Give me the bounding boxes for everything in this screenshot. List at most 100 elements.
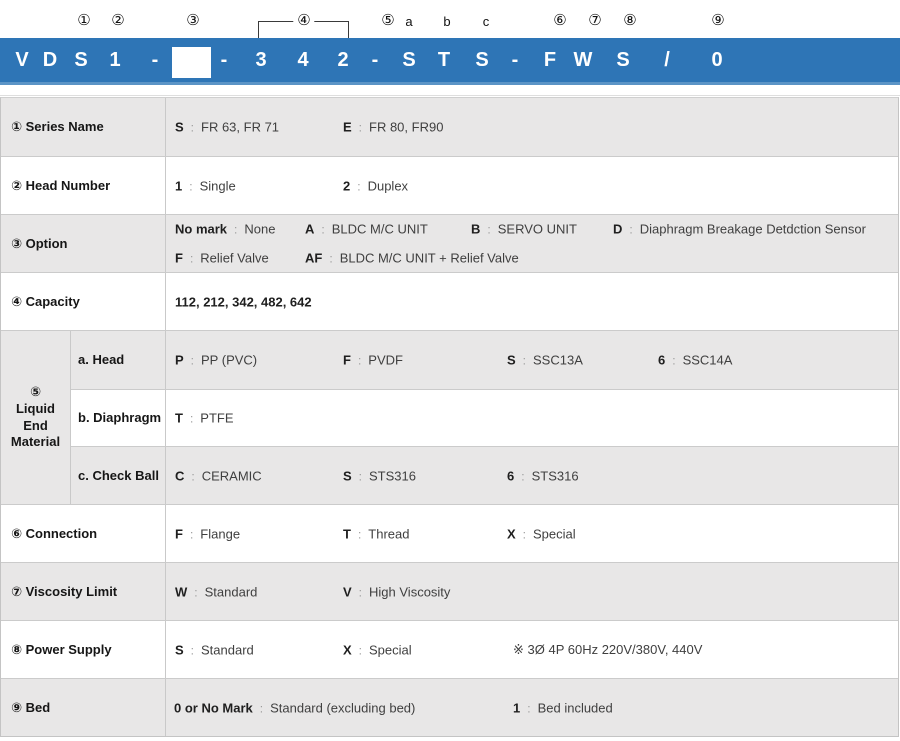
row-values: F: Flange T: Thread X: Special	[166, 505, 898, 562]
separator: :	[358, 585, 363, 599]
legend-item: T: PTFE	[175, 410, 234, 425]
code-meaning: Relief Valve	[200, 250, 269, 266]
legend-item: 1: Single	[175, 178, 236, 193]
separator: :	[194, 585, 198, 599]
separator: :	[358, 120, 363, 135]
legend-item: 6: STS316	[507, 468, 579, 483]
code-char: -	[151, 49, 159, 71]
separator: :	[189, 179, 193, 193]
model-code-bar: V D S 1 - - 3 4 2 - S T S - F W S / 0	[0, 38, 900, 85]
code-key: X	[507, 526, 516, 541]
row-values: S: Standard X: Special ※ 3Ø 4P 60Hz 220V/3…	[166, 621, 898, 678]
code-key: T	[175, 410, 183, 426]
capacity-bracket-left-tick	[258, 21, 259, 38]
legend-item: P: PP (PVC)	[175, 352, 257, 367]
row-label: ⑨ Bed	[1, 679, 166, 736]
code-char: 1	[109, 49, 121, 71]
code-char: S	[402, 49, 416, 71]
code-char: S	[74, 49, 88, 71]
code-key: 6	[658, 352, 666, 368]
separator: :	[189, 527, 194, 541]
code-key: AF	[305, 250, 323, 266]
separator: :	[672, 353, 676, 368]
row-values: 1: Single 2: Duplex	[166, 157, 898, 214]
code-char: S	[616, 49, 630, 71]
code-key: T	[343, 526, 351, 541]
marker-5: ⑤	[381, 12, 395, 29]
legend-item: 1: Bed included	[513, 700, 613, 715]
code-char: V	[15, 49, 29, 71]
divider-line	[0, 95, 900, 96]
group-label: ⑤ Liquid End Material	[1, 331, 71, 504]
power-supply-note: ※ 3Ø 4P 60Hz 220V/380V, 440V	[513, 641, 703, 657]
code-char: W	[573, 49, 593, 71]
code-char: /	[664, 49, 670, 71]
code-key: F	[175, 526, 183, 541]
capacity-values: 112, 212, 342, 482, 642	[175, 294, 312, 309]
code-meaning: Standard	[204, 584, 258, 599]
legend-item: T: Thread	[343, 526, 410, 541]
code-meaning: SERVO UNIT	[497, 221, 577, 237]
code-char: -	[511, 49, 519, 71]
option-lines: No mark: None A: BLDC M/C UNIT B: SERVO UNI…	[166, 215, 898, 272]
code-key: 1	[175, 178, 183, 193]
separator: :	[190, 120, 195, 135]
marker-8: ⑧	[623, 12, 637, 29]
separator: :	[487, 222, 491, 237]
subrow-label: a. Head	[71, 331, 166, 389]
code-meaning: PVDF	[368, 352, 403, 368]
code-meaning: Duplex	[367, 178, 409, 193]
subrow-diaphragm: b. Diaphragm T: PTFE	[71, 388, 898, 447]
row-option: ③ Option No mark: None A: BLDC M/C UNIT B:…	[1, 214, 898, 272]
marker-9: ⑨	[711, 12, 725, 29]
code-meaning: STS316	[531, 468, 579, 484]
separator: :	[357, 353, 362, 368]
group-subrows: a. Head P: PP (PVC) F: PVDF S: SSC13A 6: SSC…	[71, 331, 898, 504]
marker-c: c	[482, 14, 490, 29]
code-key: A	[305, 221, 315, 237]
option-blank-slot	[172, 47, 211, 78]
legend-item: AF: BLDC M/C UNIT + Relief Valve	[305, 250, 519, 265]
code-meaning: Single	[199, 178, 236, 193]
legend-item: V: High Viscosity	[343, 584, 450, 599]
legend-item: C: CERAMIC	[175, 468, 262, 483]
separator: :	[357, 527, 362, 541]
code-key: S	[175, 119, 184, 135]
marker-4: ④	[293, 12, 315, 29]
code-key: V	[343, 584, 352, 599]
subrow-head: a. Head P: PP (PVC) F: PVDF S: SSC13A 6: SSC…	[71, 331, 898, 389]
subrow-values: C: CERAMIC S: STS316 6: STS316	[166, 447, 898, 504]
code-meaning: Special	[533, 526, 576, 541]
legend-item: X: Special	[343, 642, 412, 657]
row-label: ④ Capacity	[1, 273, 166, 330]
legend-item: S: STS316	[343, 468, 416, 483]
row-connection: ⑥ Connection F: Flange T: Thread X: Special	[1, 504, 898, 562]
code-meaning: BLDC M/C UNIT	[331, 221, 428, 237]
option-line-1: No mark: None A: BLDC M/C UNIT B: SERVO UNI…	[166, 215, 898, 244]
marker-b: b	[443, 14, 451, 29]
row-values: 0 or No Mark: Standard (excluding bed) 1:…	[166, 679, 898, 736]
legend-item: F: Flange	[175, 526, 240, 541]
separator: :	[329, 251, 333, 266]
legend-item: B: SERVO UNIT	[471, 222, 577, 237]
row-power-supply: ⑧ Power Supply S: Standard X: Special ※ 3Ø…	[1, 620, 898, 678]
legend-item: D: Diaphragm Breakage Detdction Sensor	[613, 222, 866, 237]
row-series-name: ① Series Name S: FR 63, FR 71 E: FR 80, FR…	[1, 98, 898, 156]
legend-item: X: Special	[507, 526, 576, 541]
marker-3: ③	[186, 12, 200, 29]
legend-item: No mark: None	[175, 222, 275, 237]
code-key: No mark	[175, 221, 228, 237]
code-meaning: CERAMIC	[201, 468, 262, 484]
separator: :	[321, 222, 325, 237]
code-key: E	[343, 119, 352, 135]
code-key: B	[471, 221, 481, 237]
code-key: S	[507, 352, 516, 368]
code-key: 0 or No Mark	[174, 700, 253, 715]
code-meaning: Flange	[200, 526, 241, 541]
capacity-bracket-right-tick	[348, 21, 349, 38]
row-values: S: FR 63, FR 71 E: FR 80, FR90	[166, 98, 898, 156]
code-char: D	[42, 49, 58, 71]
code-char: 3	[255, 49, 267, 71]
row-values: W: Standard V: High Viscosity	[166, 563, 898, 620]
marker-2: ②	[111, 12, 125, 29]
